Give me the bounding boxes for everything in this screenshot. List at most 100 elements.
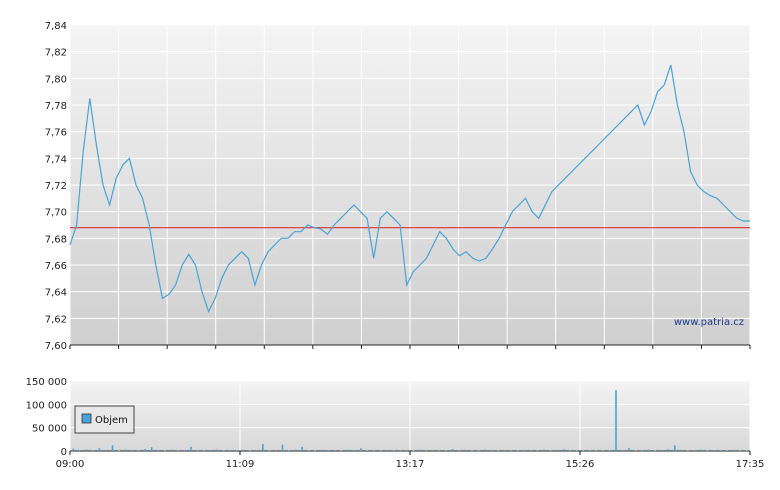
volume-bar <box>602 450 604 451</box>
volume-bar <box>647 449 650 451</box>
volume-bar <box>281 444 284 451</box>
volume-bar <box>425 450 428 451</box>
volume-bar <box>726 450 728 451</box>
volume-bar <box>157 450 160 451</box>
volume-bar <box>150 447 153 451</box>
volume-bar <box>255 450 258 451</box>
volume-bar <box>196 450 199 451</box>
volume-bar <box>131 450 133 451</box>
volume-bar <box>183 450 186 451</box>
volume-bar <box>641 450 643 451</box>
volume-bar <box>432 450 434 451</box>
volume-bar <box>235 450 238 451</box>
volume-bar <box>111 445 114 451</box>
x-tick-label: 15:26 <box>566 459 595 470</box>
volume-bar <box>307 450 310 451</box>
volume-bar <box>144 449 146 451</box>
volume-bar <box>216 449 218 451</box>
y-tick-label: 7,60 <box>45 341 67 352</box>
volume-bar <box>628 448 630 451</box>
volume-bar <box>608 450 611 451</box>
volume-bar <box>399 450 401 451</box>
y-tick-label: 7,76 <box>45 128 67 139</box>
y-tick-label: 7,66 <box>45 261 67 272</box>
legend-label: Objem <box>95 415 128 426</box>
volume-bar <box>92 450 94 451</box>
volume-bar <box>660 450 663 451</box>
volume-y-tick-label: 0 <box>61 447 67 458</box>
volume-bar <box>700 449 702 451</box>
volume-bar <box>412 450 415 451</box>
x-tick-label: 11:09 <box>226 459 255 470</box>
volume-bar <box>595 450 598 451</box>
volume-bar <box>556 449 558 451</box>
volume-bar <box>615 390 617 451</box>
volume-bar <box>523 450 526 451</box>
volume-bar <box>621 450 624 451</box>
volume-y-tick-label: 50 000 <box>32 424 67 435</box>
volume-bar <box>190 446 192 451</box>
volume-bar <box>438 450 441 451</box>
volume-bar <box>229 450 231 451</box>
volume-bar <box>477 450 480 451</box>
volume-bar <box>589 450 591 451</box>
volume-bar <box>654 450 656 451</box>
volume-bar <box>314 450 316 451</box>
price-series-line <box>69 64 750 314</box>
volume-bar <box>549 450 552 451</box>
volume-bar <box>575 450 578 451</box>
volume-y-tick-label: 100 000 <box>26 400 67 411</box>
volume-bar <box>405 450 408 451</box>
volume-bar <box>687 450 689 451</box>
volume-bar <box>490 450 493 451</box>
volume-bar <box>249 450 251 451</box>
volume-bar <box>347 449 349 451</box>
y-tick-label: 7,68 <box>45 234 67 245</box>
volume-bar <box>451 449 454 451</box>
x-tick-label: 09:00 <box>56 459 85 470</box>
volume-bar <box>569 450 571 451</box>
y-tick-label: 7,64 <box>45 288 67 299</box>
volume-bar <box>262 444 264 451</box>
volume-bar <box>517 450 519 451</box>
volume-bar <box>118 450 120 451</box>
volume-bar <box>373 450 375 451</box>
watermark-text: www.patria.cz <box>674 317 744 328</box>
volume-bar <box>719 450 722 451</box>
volume-bar <box>510 450 513 451</box>
volume-bar <box>85 449 88 451</box>
volume-bar <box>137 450 140 451</box>
volume-bar <box>739 450 741 451</box>
x-tick-label: 13:17 <box>396 459 425 470</box>
volume-bar <box>98 448 101 451</box>
volume-bar <box>379 450 382 451</box>
y-tick-label: 7,82 <box>45 48 67 59</box>
volume-bar <box>386 450 388 451</box>
volume-bar <box>203 450 205 451</box>
volume-bar <box>79 450 81 451</box>
volume-bar <box>366 450 369 451</box>
y-tick-label: 7,74 <box>45 154 67 165</box>
volume-bar <box>222 450 225 451</box>
volume-bar <box>177 450 179 451</box>
price-line-chart: 7,84 7,82 7,80 7,78 7,76 7,74 7,72 7,70 7,68 7,66… <box>45 21 751 352</box>
volume-bar <box>582 450 585 451</box>
volume-bar <box>124 449 127 451</box>
volume-bar <box>543 449 545 451</box>
volume-bar <box>497 450 500 451</box>
volume-bar <box>72 448 75 451</box>
volume-bar <box>530 450 532 451</box>
x-tick-label: 17:35 <box>736 459 765 470</box>
volume-bar <box>360 448 362 451</box>
volume-bar <box>301 446 303 451</box>
volume-bar <box>275 450 277 451</box>
volume-bar <box>445 450 447 451</box>
volume-bar <box>209 450 212 451</box>
volume-bar <box>294 449 297 451</box>
y-tick-label: 7,84 <box>45 21 67 32</box>
volume-bar <box>458 450 460 451</box>
volume-bar <box>242 449 245 451</box>
volume-bar <box>334 450 336 451</box>
volume-bar <box>706 450 709 451</box>
